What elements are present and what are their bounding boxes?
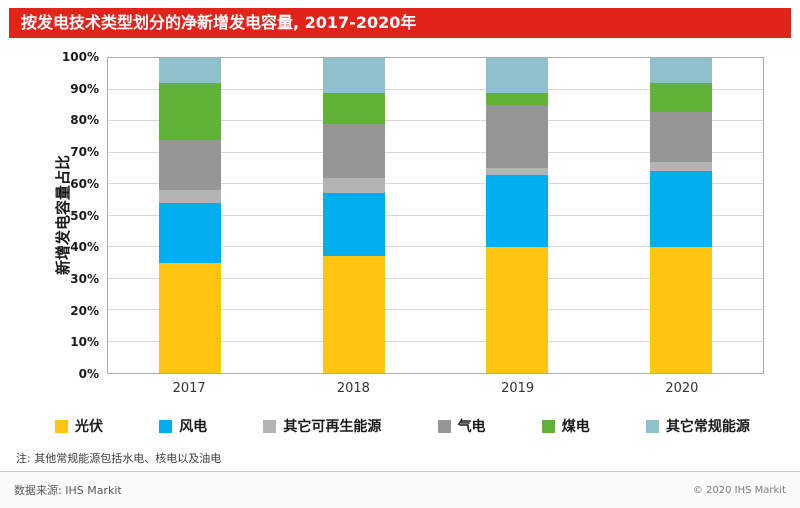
gridline	[108, 214, 763, 216]
legend: 光伏 风电 其它可再生能源 气电 煤电 其它常规能源	[55, 416, 750, 436]
bar-segment	[322, 124, 385, 178]
gridline	[108, 246, 763, 247]
legend-label: 其它可再生能源	[283, 419, 382, 435]
bar-slot-2020	[599, 58, 763, 373]
legend-swatch	[541, 419, 555, 433]
x-tick-label: 2018	[336, 381, 370, 396]
gridline	[108, 309, 763, 310]
stacked-bar-2017	[158, 58, 221, 373]
chart-title: 按发电技术类型划分的净新增发电容量, 2017-2020年	[21, 13, 417, 32]
bar-slot-2018	[272, 58, 436, 373]
bar-segment	[158, 262, 221, 373]
bar-segment	[158, 139, 221, 191]
y-tick-label: 10%	[70, 335, 99, 350]
legend-label: 气电	[457, 419, 486, 435]
x-tick-label: 2017	[172, 381, 206, 396]
legend-item: 其它可再生能源	[263, 416, 381, 436]
y-tick-label: 0%	[78, 367, 99, 381]
y-tick-label: 90%	[70, 81, 99, 96]
y-tick-label: 30%	[70, 271, 99, 286]
legend-swatch	[55, 419, 68, 433]
bar-segment	[650, 111, 713, 162]
y-tick-label: 20%	[70, 303, 99, 318]
bar-segment	[158, 190, 221, 203]
bar-segment	[486, 174, 549, 247]
y-tick-label: 60%	[70, 176, 99, 191]
gridline	[108, 151, 763, 153]
bar-segment	[486, 92, 549, 106]
gridline	[108, 277, 763, 279]
legend-swatch	[437, 419, 451, 433]
data-source: 数据来源: IHS Markit	[14, 484, 122, 497]
legend-swatch	[159, 419, 173, 433]
gridline	[108, 120, 763, 121]
bar-segment	[158, 202, 221, 263]
x-axis-labels: 2017 2018 2019 2020	[107, 381, 764, 399]
bar-segment	[486, 58, 549, 93]
gridline	[108, 88, 763, 90]
legend-item: 其它常规能源	[645, 416, 750, 436]
y-tick-label: 100%	[61, 50, 99, 64]
bar-segment	[158, 58, 221, 84]
stacked-bar-2020	[650, 58, 713, 373]
legend-item: 气电	[437, 416, 486, 436]
y-tick-label: 40%	[70, 240, 99, 255]
legend-label: 风电	[179, 419, 208, 435]
legend-label: 煤电	[561, 419, 590, 435]
chart-title-banner: 按发电技术类型划分的净新增发电容量, 2017-2020年	[9, 8, 791, 38]
y-tick-label: 50%	[70, 208, 99, 223]
bar-segment	[486, 168, 549, 175]
stacked-bar-2018	[322, 58, 385, 373]
bar-segment	[650, 171, 713, 247]
stacked-bar-2019	[486, 58, 549, 373]
y-tick-label: 80%	[70, 113, 99, 128]
plot-area	[107, 57, 764, 374]
bar-segment	[322, 92, 385, 125]
gridline	[108, 183, 763, 184]
bar-segment	[322, 193, 385, 257]
bar-segment	[650, 58, 713, 84]
legend-item: 煤电	[541, 416, 590, 436]
y-tick-label: 70%	[70, 145, 99, 160]
bar-segment	[322, 177, 385, 194]
bar-segment	[650, 83, 713, 112]
y-axis-ticks: 0% 10% 20% 30% 40% 50% 60% 70% 80% 90% 100%	[0, 50, 99, 381]
bar-segment	[650, 247, 713, 373]
legend-label: 光伏	[75, 419, 103, 435]
x-tick-label: 2019	[501, 381, 535, 396]
copyright: © 2020 IHS Markit	[692, 484, 786, 496]
bar-segment	[158, 83, 221, 140]
footer: 数据来源: IHS Markit © 2020 IHS Markit	[0, 471, 800, 508]
bar-segment	[322, 58, 385, 93]
legend-swatch	[263, 419, 277, 433]
legend-item: 风电	[159, 416, 207, 436]
legend-label: 其它常规能源	[665, 419, 750, 435]
footnote: 注: 其他常规能源包括水电、核电以及油电	[16, 452, 222, 465]
legend-swatch	[645, 419, 659, 433]
bar-slot-2017	[108, 58, 272, 373]
x-tick-label: 2020	[665, 381, 699, 396]
bar-slot-2019	[436, 58, 600, 373]
gridline	[108, 340, 763, 342]
bar-segment	[486, 105, 549, 169]
bar-segment	[322, 256, 385, 373]
bar-segment	[486, 247, 549, 373]
bar-segment	[650, 161, 713, 172]
legend-item: 光伏	[55, 416, 103, 436]
